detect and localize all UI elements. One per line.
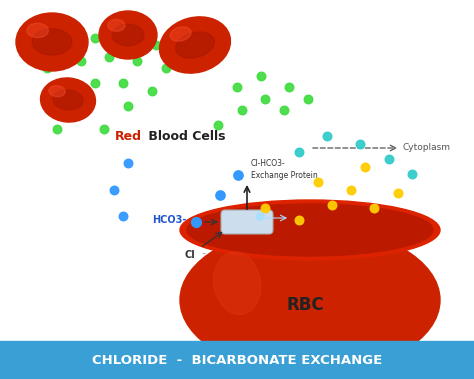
Ellipse shape — [41, 78, 95, 122]
Ellipse shape — [180, 200, 440, 260]
Point — [328, 202, 336, 208]
Point — [323, 133, 331, 139]
Point — [262, 96, 269, 102]
Point — [314, 179, 321, 185]
Text: HCO3-: HCO3- — [152, 215, 186, 225]
Ellipse shape — [16, 13, 88, 71]
Point — [256, 213, 264, 219]
Ellipse shape — [27, 23, 48, 38]
Text: Red: Red — [115, 130, 142, 143]
Point — [234, 172, 242, 178]
Point — [91, 80, 99, 86]
Point — [216, 192, 224, 198]
Ellipse shape — [112, 24, 144, 46]
FancyBboxPatch shape — [221, 210, 273, 234]
Text: H: H — [268, 190, 275, 199]
Text: CO₂: CO₂ — [305, 211, 322, 221]
Text: RBC: RBC — [286, 296, 324, 314]
Text: EXCHANGE: EXCHANGE — [311, 40, 369, 50]
Text: H₂O: H₂O — [292, 190, 310, 199]
Ellipse shape — [170, 27, 191, 41]
Ellipse shape — [213, 252, 261, 315]
Ellipse shape — [99, 11, 157, 59]
Text: Cytoplasm: Cytoplasm — [403, 144, 451, 152]
Point — [295, 217, 302, 223]
Point — [105, 54, 113, 60]
Point — [58, 39, 65, 45]
Bar — [175, 0, 445, 230]
Point — [361, 164, 369, 170]
Text: CHLORIDE  -  BICARBONATE EXCHANGE: CHLORIDE - BICARBONATE EXCHANGE — [92, 354, 382, 366]
Text: ⁻: ⁻ — [201, 251, 205, 260]
Ellipse shape — [204, 377, 426, 379]
Ellipse shape — [180, 227, 440, 373]
Point — [91, 35, 99, 41]
Point — [134, 58, 141, 64]
Point — [409, 171, 416, 177]
Ellipse shape — [53, 90, 83, 110]
Point — [285, 84, 293, 90]
Text: Blood Cells: Blood Cells — [144, 130, 226, 143]
Point — [238, 107, 246, 113]
Text: HCO3-: HCO3- — [265, 211, 294, 221]
Point — [124, 103, 132, 109]
Ellipse shape — [160, 17, 230, 73]
Point — [63, 88, 70, 94]
Point — [119, 80, 127, 86]
Point — [119, 213, 127, 219]
Point — [233, 84, 241, 90]
Point — [385, 156, 392, 162]
Ellipse shape — [175, 32, 214, 58]
Point — [304, 96, 312, 102]
Ellipse shape — [32, 29, 72, 55]
Text: Cl: Cl — [185, 250, 196, 260]
Point — [110, 186, 118, 193]
Point — [347, 186, 355, 193]
Point — [394, 190, 402, 196]
Point — [281, 107, 288, 113]
Point — [100, 126, 108, 132]
Bar — [0, 341, 474, 379]
Point — [124, 35, 132, 41]
Point — [295, 149, 302, 155]
Text: Cl-HCO3-: Cl-HCO3- — [251, 160, 286, 169]
Point — [356, 141, 364, 147]
Point — [77, 58, 84, 64]
Point — [77, 107, 84, 113]
Point — [124, 160, 132, 166]
Point — [153, 42, 160, 49]
Ellipse shape — [108, 19, 125, 31]
Ellipse shape — [49, 86, 65, 97]
Point — [44, 65, 51, 71]
Text: +: + — [276, 188, 282, 194]
Ellipse shape — [187, 204, 433, 256]
Point — [192, 219, 200, 225]
Text: Exchange Protein: Exchange Protein — [251, 172, 318, 180]
Point — [53, 126, 61, 132]
Point — [257, 73, 264, 79]
Point — [162, 65, 170, 71]
Point — [148, 88, 155, 94]
Point — [371, 205, 378, 211]
Point — [214, 122, 222, 128]
Point — [262, 205, 269, 211]
Text: Cl⁻: Cl⁻ — [268, 232, 282, 241]
Text: CHLORIDE - BICARBONATE: CHLORIDE - BICARBONATE — [248, 22, 431, 35]
